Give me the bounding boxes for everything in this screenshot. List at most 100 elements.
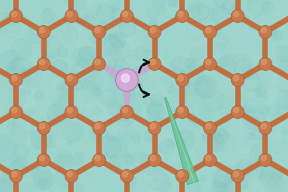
Circle shape bbox=[161, 133, 165, 137]
Circle shape bbox=[94, 38, 101, 45]
Circle shape bbox=[29, 78, 48, 97]
Circle shape bbox=[168, 0, 176, 6]
Circle shape bbox=[95, 156, 100, 161]
Circle shape bbox=[168, 87, 175, 94]
Circle shape bbox=[282, 130, 287, 135]
Circle shape bbox=[72, 74, 86, 89]
Circle shape bbox=[213, 176, 233, 192]
Circle shape bbox=[17, 60, 24, 68]
Circle shape bbox=[35, 34, 42, 41]
Circle shape bbox=[241, 100, 247, 106]
Circle shape bbox=[9, 166, 15, 172]
Circle shape bbox=[217, 43, 227, 54]
Circle shape bbox=[104, 0, 115, 6]
Circle shape bbox=[196, 149, 216, 169]
Circle shape bbox=[5, 10, 21, 26]
Circle shape bbox=[67, 12, 72, 17]
Circle shape bbox=[214, 170, 232, 188]
Circle shape bbox=[208, 35, 214, 41]
Circle shape bbox=[240, 164, 246, 170]
Circle shape bbox=[215, 34, 228, 47]
Circle shape bbox=[82, 15, 96, 29]
Circle shape bbox=[56, 81, 65, 90]
Circle shape bbox=[93, 122, 105, 134]
Circle shape bbox=[200, 175, 206, 182]
Circle shape bbox=[83, 153, 98, 168]
Circle shape bbox=[10, 67, 14, 71]
Circle shape bbox=[177, 10, 188, 22]
Circle shape bbox=[88, 10, 94, 16]
Circle shape bbox=[218, 166, 222, 171]
Circle shape bbox=[271, 112, 282, 122]
Circle shape bbox=[210, 160, 214, 164]
Circle shape bbox=[272, 11, 288, 30]
Circle shape bbox=[156, 56, 164, 64]
Circle shape bbox=[12, 172, 17, 177]
Circle shape bbox=[199, 105, 213, 120]
Circle shape bbox=[170, 0, 178, 7]
Circle shape bbox=[111, 34, 126, 49]
Circle shape bbox=[175, 39, 182, 46]
Circle shape bbox=[254, 164, 262, 171]
Circle shape bbox=[118, 39, 134, 55]
Circle shape bbox=[150, 156, 156, 161]
Circle shape bbox=[38, 122, 50, 134]
Circle shape bbox=[118, 18, 126, 26]
Circle shape bbox=[225, 64, 230, 69]
Circle shape bbox=[235, 88, 247, 100]
Circle shape bbox=[253, 138, 259, 144]
Circle shape bbox=[281, 148, 288, 157]
Circle shape bbox=[69, 12, 87, 31]
Circle shape bbox=[192, 37, 211, 56]
Circle shape bbox=[85, 100, 107, 122]
Circle shape bbox=[277, 90, 288, 109]
Circle shape bbox=[93, 58, 105, 70]
Circle shape bbox=[278, 92, 288, 104]
Circle shape bbox=[69, 12, 75, 19]
Circle shape bbox=[141, 91, 154, 105]
Circle shape bbox=[230, 133, 251, 154]
Circle shape bbox=[204, 122, 216, 134]
Circle shape bbox=[206, 124, 211, 129]
Circle shape bbox=[150, 124, 156, 129]
Circle shape bbox=[2, 33, 24, 55]
Circle shape bbox=[91, 4, 107, 20]
Circle shape bbox=[44, 7, 50, 14]
Circle shape bbox=[192, 178, 198, 184]
Circle shape bbox=[5, 96, 20, 110]
Circle shape bbox=[149, 177, 163, 191]
Circle shape bbox=[118, 151, 124, 157]
Circle shape bbox=[219, 24, 223, 28]
Circle shape bbox=[45, 137, 56, 148]
Circle shape bbox=[223, 114, 229, 121]
Circle shape bbox=[232, 74, 244, 86]
Circle shape bbox=[83, 167, 94, 178]
Circle shape bbox=[62, 83, 72, 93]
Circle shape bbox=[123, 12, 128, 17]
Circle shape bbox=[33, 7, 40, 14]
Circle shape bbox=[52, 75, 70, 93]
Circle shape bbox=[0, 16, 21, 38]
Circle shape bbox=[258, 139, 272, 153]
Circle shape bbox=[72, 7, 86, 20]
Circle shape bbox=[90, 130, 103, 143]
Circle shape bbox=[198, 140, 220, 162]
Circle shape bbox=[188, 95, 193, 100]
Circle shape bbox=[232, 26, 254, 48]
Circle shape bbox=[132, 135, 140, 143]
Circle shape bbox=[39, 60, 45, 65]
Circle shape bbox=[116, 69, 138, 91]
Circle shape bbox=[121, 170, 132, 182]
Circle shape bbox=[265, 177, 287, 192]
Circle shape bbox=[211, 88, 220, 97]
Circle shape bbox=[53, 152, 72, 171]
Circle shape bbox=[207, 132, 223, 148]
Circle shape bbox=[204, 159, 221, 176]
Circle shape bbox=[10, 74, 22, 86]
Circle shape bbox=[129, 90, 140, 101]
Circle shape bbox=[261, 60, 266, 65]
Circle shape bbox=[260, 106, 269, 115]
Circle shape bbox=[129, 46, 145, 63]
Circle shape bbox=[217, 133, 235, 152]
Circle shape bbox=[57, 47, 67, 57]
